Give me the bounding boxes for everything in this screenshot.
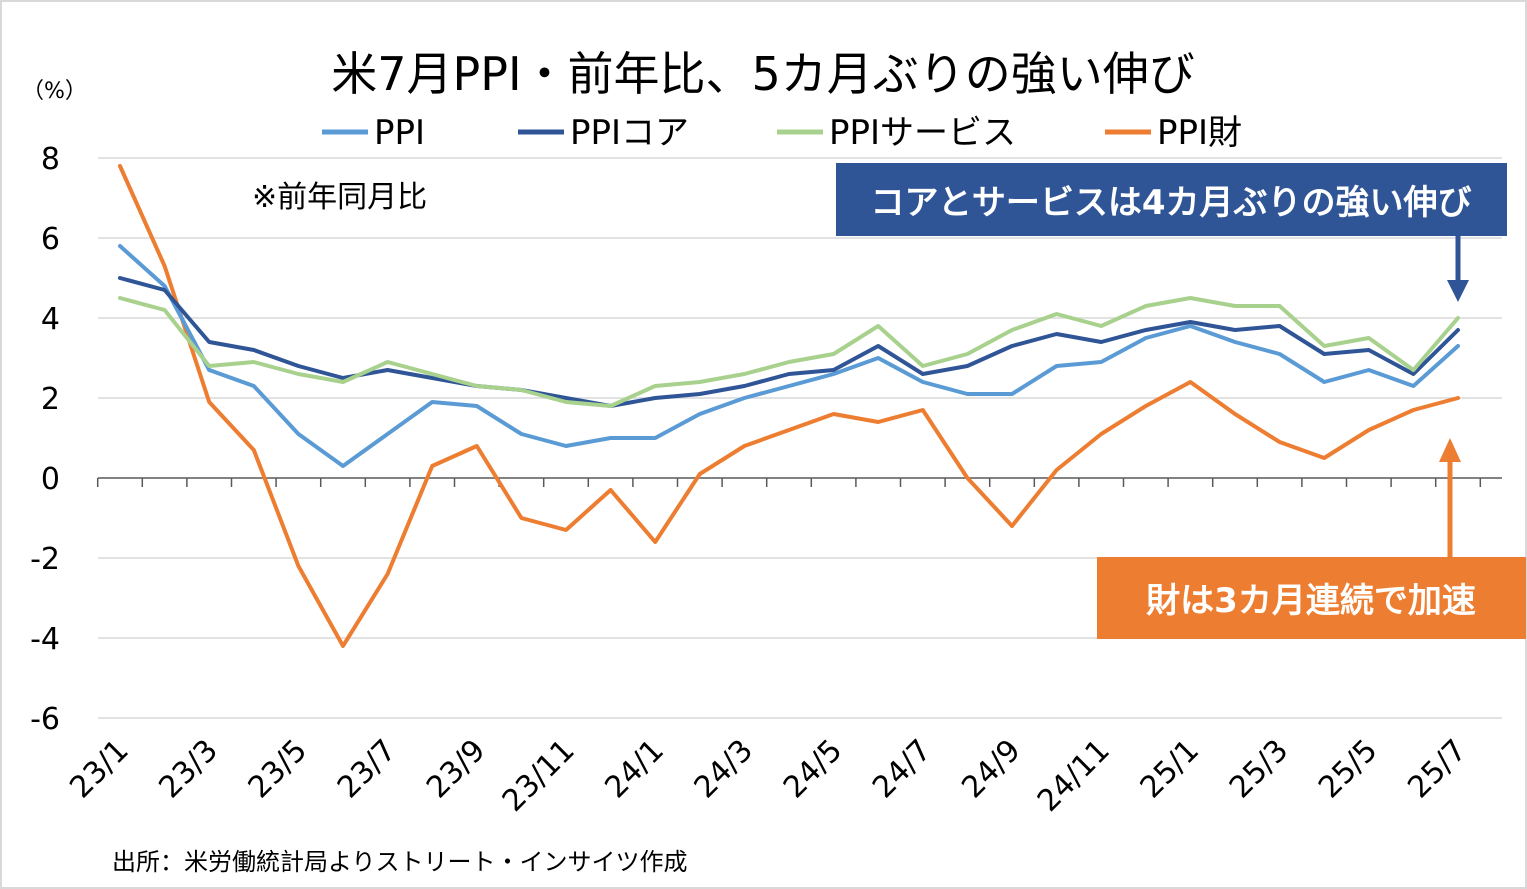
y-tick-label: 6 — [41, 222, 60, 257]
legend-label: PPI財 — [1157, 113, 1242, 153]
chart-title: 米7月PPI・前年比、5カ月ぶりの強い伸び — [331, 47, 1195, 101]
legend-label: PPIコア — [570, 113, 689, 153]
series-line-3 — [118, 164, 1460, 648]
annotation-core-arrow-head — [1447, 280, 1469, 302]
note-text: ※前年同月比 — [252, 180, 427, 215]
series-lines — [118, 164, 1460, 648]
legend: PPI PPIコア PPIサービス PPI財 — [322, 113, 1242, 153]
source-text: 出所：米労働統計局よりストリート・インサイツ作成 — [112, 848, 688, 876]
annotation-goods-arrow-head — [1439, 438, 1461, 462]
legend-label: PPIサービス — [829, 113, 1016, 153]
gridlines — [98, 157, 1502, 719]
annotation-core-services-text: コアとサービスは4カ月ぶりの強い伸び — [871, 183, 1472, 223]
y-tick-label: 2 — [41, 382, 60, 417]
y-tick-label: 8 — [41, 142, 60, 177]
y-tick-label: -6 — [30, 702, 60, 737]
series-line-0 — [118, 244, 1460, 468]
y-tick-label: -2 — [30, 542, 60, 577]
y-tick-label: 0 — [41, 462, 60, 497]
y-unit-label: （%） — [22, 79, 87, 104]
annotation-goods-box — [1097, 557, 1526, 639]
y-axis-ticks: 8 6 4 2 0 -2 -4 -6 — [30, 142, 60, 737]
annotation-goods-text: 財は3カ月連続で加速 — [1146, 581, 1476, 621]
y-tick-label: -4 — [30, 622, 60, 657]
y-tick-label: 4 — [41, 302, 60, 337]
series-line-1 — [118, 276, 1460, 408]
series-line-2 — [118, 296, 1460, 408]
annotation-core-services-box — [836, 163, 1507, 236]
legend-label: PPI — [374, 113, 425, 153]
